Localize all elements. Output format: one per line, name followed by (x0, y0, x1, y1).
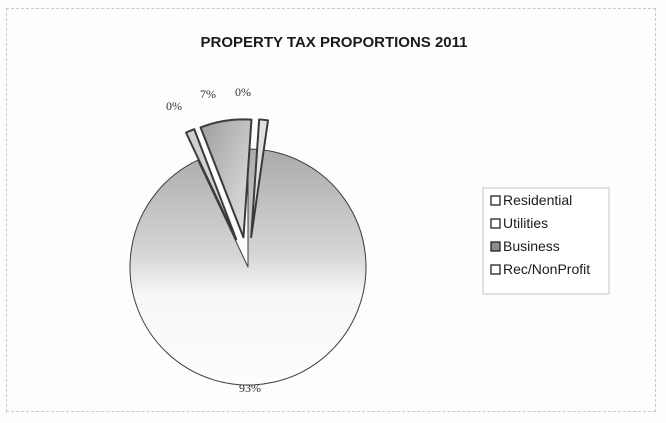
legend-items: Residential Utilities Business Rec/NonProfi… (490, 192, 590, 277)
data-label-rec-nonprofit: 0% (235, 85, 251, 99)
legend-swatch-business (490, 241, 501, 252)
pie-slice-business (199, 118, 253, 239)
chart-area-border (6, 8, 656, 412)
data-label-utilities: 0% (166, 99, 182, 113)
pie-slice-utilities (185, 128, 238, 241)
pie-data-labels: 93% 0% 7% 0% (166, 85, 261, 395)
legend-label-rec-nonprofit: Rec/NonProfit (503, 261, 590, 277)
legend-label-utilities: Utilities (503, 215, 548, 231)
chart-title: PROPERTY TAX PROPORTIONS 2011 (200, 34, 467, 51)
legend-swatch-residential (490, 195, 501, 206)
legend-swatch-rec-nonprofit (490, 264, 501, 275)
legend: Residential Utilities Business Rec/NonProfi… (482, 187, 610, 295)
legend-label-residential: Residential (503, 192, 572, 208)
legend-swatch-utilities (490, 218, 501, 229)
pie-slice-residential (129, 148, 367, 386)
data-label-residential: 93% (239, 381, 261, 395)
legend-box (482, 187, 610, 295)
legend-label-business: Business (503, 238, 560, 254)
pie-slices (129, 118, 367, 386)
data-label-business: 7% (200, 87, 216, 101)
pie-slice-rec-nonprofit (250, 118, 270, 239)
